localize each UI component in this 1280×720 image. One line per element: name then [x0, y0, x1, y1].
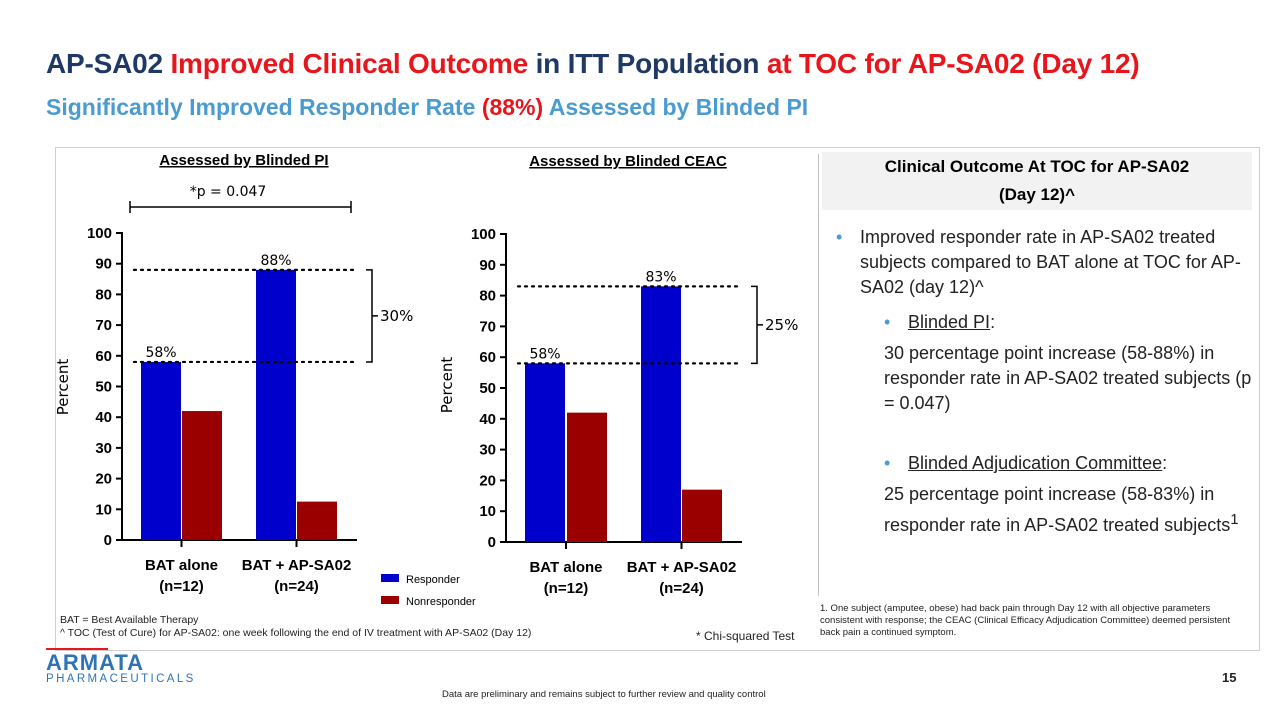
- footnote-ref: 1: [1230, 511, 1239, 528]
- footnote-bat: BAT = Best Available Therapy: [60, 614, 199, 626]
- chart2-y-tick-label: 60: [479, 349, 496, 366]
- chart1-y-tick-label: 40: [95, 409, 112, 426]
- chart2-y-tick-label: 20: [479, 472, 496, 489]
- chart1-y-tick-label: 90: [95, 256, 112, 273]
- panel-sub-bullet-pi: • Blinded PI:: [836, 310, 1256, 335]
- chart1-bar-data-label: 58%: [145, 345, 176, 361]
- chart1-y-tick-label: 20: [95, 471, 112, 488]
- sub-bullet-committee-text: 25 percentage point increase (58-83%) in…: [884, 484, 1231, 535]
- title-part-4: at TOC for AP-SA02 (Day 12): [766, 48, 1140, 79]
- chart2-bar-data-label: 58%: [529, 346, 560, 362]
- logo-tagline: PHARMACEUTICALS: [46, 673, 196, 685]
- chart1-bar-responder: [141, 361, 181, 540]
- chart1-y-tick-label: 50: [95, 379, 112, 396]
- page-title: AP-SA02 Improved Clinical Outcome in ITT…: [46, 48, 1140, 80]
- chart1-significance-label: *p = 0.047: [190, 184, 267, 200]
- chart2-category-label-1: BAT + AP-SA02: [627, 559, 737, 576]
- colon: :: [1162, 453, 1168, 473]
- legend-label-nonresponder: Nonresponder: [406, 596, 476, 608]
- chart2-y-tick-label: 80: [479, 288, 496, 305]
- panel-body: • Improved responder rate in AP-SA02 tre…: [836, 225, 1256, 538]
- chart2-y-tick-label: 50: [479, 380, 496, 397]
- chart1-category-label-1: BAT + AP-SA02: [242, 557, 352, 574]
- chart1-y-tick-label: 80: [95, 286, 112, 303]
- chart2-y-tick-label: 40: [479, 411, 496, 428]
- chart1-y-tick-label: 100: [87, 225, 112, 242]
- sub-bullet-committee-para: 25 percentage point increase (58-83%) in…: [836, 482, 1256, 538]
- title-part-1: AP-SA02: [46, 48, 171, 79]
- content-frame: [55, 147, 1260, 651]
- chart2-category-label-1: BAT alone: [529, 559, 602, 576]
- chart2-difference-label: 25%: [765, 316, 798, 334]
- chart1-y-tick-label: 70: [95, 317, 112, 334]
- colon: :: [990, 312, 996, 332]
- chart2-y-tick-label: 100: [471, 226, 496, 243]
- chart1-bar-data-label: 88%: [260, 253, 291, 269]
- footnote-right: 1. One subject (amputee, obese) had back…: [820, 603, 1231, 638]
- chart1-bar-responder: [256, 269, 296, 540]
- legend-label-responder: Responder: [406, 574, 460, 586]
- chart1-y-tick-label: 0: [104, 532, 112, 549]
- panel-divider: [818, 154, 819, 596]
- chart2-difference-bracket: [751, 285, 763, 365]
- legend-swatch-nonresponder: [381, 596, 399, 604]
- page-subtitle: Significantly Improved Responder Rate (8…: [46, 94, 808, 121]
- panel-bullet-1: • Improved responder rate in AP-SA02 tre…: [836, 225, 1256, 300]
- bullet-dot-icon: •: [836, 227, 843, 247]
- chart2-y-tick-label: 0: [488, 534, 496, 551]
- subtitle-part-3: Assessed by Blinded PI: [543, 94, 809, 120]
- chart2-category-label-2: (n=24): [659, 580, 704, 597]
- title-part-2: Improved Clinical Outcome: [170, 48, 528, 79]
- chart1-difference-bracket: [366, 269, 378, 363]
- chart2-y-tick-label: 10: [479, 503, 496, 520]
- chart2-title: Assessed by Blinded CEAC: [529, 153, 727, 170]
- panel-heading: Clinical Outcome At TOC for AP-SA02 (Day…: [822, 152, 1252, 210]
- chart1-category-label-1: BAT alone: [145, 557, 218, 574]
- chart2-y-tick-label: 70: [479, 318, 496, 335]
- logo-wordmark: ARMATA: [46, 650, 145, 675]
- chart1-category-label-2: (n=24): [274, 578, 319, 595]
- chart1-title: Assessed by Blinded PI: [159, 152, 328, 169]
- chart2-y-axis-label: Percent: [438, 357, 456, 414]
- chart2-bar-nonresponder: [567, 412, 607, 542]
- chart2-bar-responder: [525, 363, 565, 542]
- chart1-y-tick-label: 60: [95, 348, 112, 365]
- chart1-bar-nonresponder: [297, 501, 337, 540]
- title-part-3: in ITT Population: [527, 48, 767, 79]
- subtitle-part-2: (88%): [481, 94, 544, 120]
- chart1-bar-nonresponder: [182, 411, 222, 540]
- footnote-toc: ^ TOC (Test of Cure) for AP-SA02: one we…: [60, 627, 532, 639]
- bullet-dot-icon: •: [884, 312, 891, 332]
- chart2-category-label-2: (n=12): [544, 580, 589, 597]
- panel-sub-bullet-committee: • Blinded Adjudication Committee:: [836, 451, 1256, 476]
- panel-bullet-1-text: Improved responder rate in AP-SA02 treat…: [860, 227, 1241, 297]
- chi-squared-note: * Chi-squared Test: [696, 629, 795, 643]
- chart1-significance-bracket: [129, 201, 352, 213]
- chart2-y-tick-label: 90: [479, 257, 496, 274]
- chart2-bar-nonresponder: [682, 489, 722, 542]
- logo-accent-bar: [46, 648, 108, 650]
- company-logo: ARMATA PHARMACEUTICALS: [46, 648, 196, 685]
- chart2-bar-data-label: 83%: [645, 269, 676, 285]
- legend-swatch-responder: [381, 574, 399, 582]
- disclaimer: Data are preliminary and remains subject…: [442, 689, 766, 700]
- bullet-dot-icon: •: [884, 453, 891, 473]
- sub-bullet-committee-label: Blinded Adjudication Committee: [908, 453, 1163, 473]
- chart1-y-tick-label: 30: [95, 440, 112, 457]
- chart1-y-axis-label: Percent: [54, 359, 72, 416]
- chart1-y-tick-label: 10: [95, 501, 112, 518]
- panel-heading-line-1: Clinical Outcome At TOC for AP-SA02: [884, 157, 1190, 176]
- chart1-category-label-2: (n=12): [159, 578, 204, 595]
- chart2-bar-responder: [641, 286, 681, 542]
- panel-heading-line-2: (Day 12)^: [998, 185, 1076, 204]
- sub-bullet-pi-label: Blinded PI: [908, 312, 991, 332]
- sub-bullet-pi-text: 30 percentage point increase (58-88%) in…: [884, 343, 1252, 413]
- footnote-left: BAT = Best Available Therapy ^ TOC (Test…: [60, 614, 531, 640]
- chart2-y-tick-label: 30: [479, 442, 496, 459]
- subtitle-part-1: Significantly Improved Responder Rate: [46, 94, 482, 120]
- chart1-difference-label: 30%: [380, 307, 413, 325]
- page-number: 15: [1222, 670, 1237, 685]
